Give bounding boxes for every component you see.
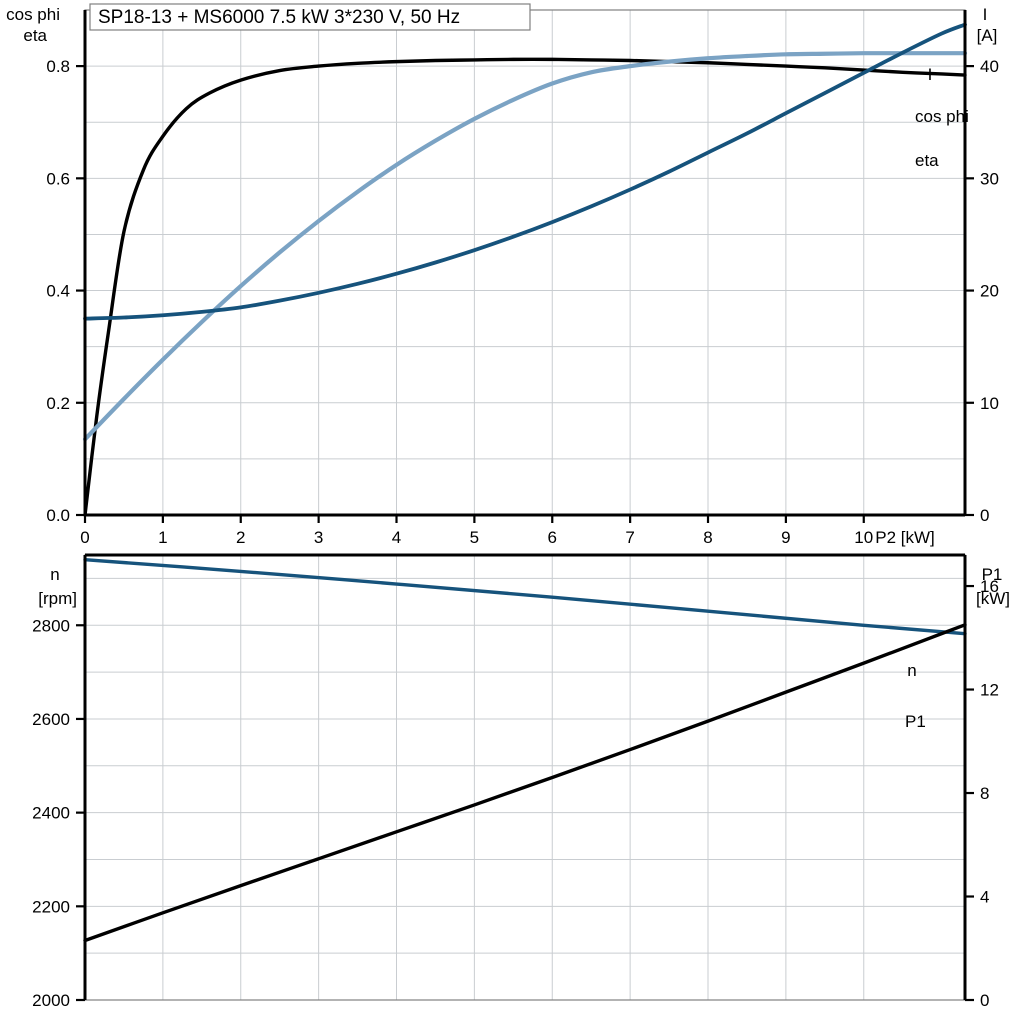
bottom-plot-background [85,555,965,1000]
top-left-axis-title-line2: eta [23,26,47,45]
top-x-tick-label: 3 [314,528,323,547]
bottom-left-tick-label: 2200 [32,897,70,916]
curve-cos-phi [82,51,968,442]
top-right-tick-label: 30 [980,169,999,188]
top-x-tick-label: 4 [392,528,401,547]
curve-label-current: I [928,65,933,84]
top-x-tick-label: 2 [236,528,245,547]
top-right-tick-label: 0 [980,506,989,525]
top-x-tick-label: 9 [781,528,790,547]
bottom-left-tick-label: 2800 [32,616,70,635]
curve-p1 [83,623,967,943]
bottom-left-axis-title-line1: n [50,565,59,584]
top-x-tick-label: 0 [80,528,89,547]
top-right-tick-label: 10 [980,394,999,413]
chart-title-box [89,3,531,31]
bottom-left-axis-title-line2: [rpm] [38,589,77,608]
curve-label-cos-phi: cos phi [915,107,969,126]
top-x-tick-label: 6 [548,528,557,547]
top-left-tick-label: 0.2 [46,394,70,413]
curve-speed [83,557,967,636]
bottom-left-tick-label: 2400 [32,804,70,823]
curve-label-eta: eta [915,151,939,170]
top-left-axis-title-line1: cos phi [6,5,60,24]
bottom-left-tick-label: 2600 [32,710,70,729]
bottom-right-tick-label: 0 [980,991,989,1010]
curve-label-speed: n [907,661,916,680]
top-right-axis-title-line2: [A] [977,26,998,45]
curve-label-p1: P1 [905,712,926,731]
bottom-right-axis-title-line2: [kW] [976,589,1010,608]
top-x-tick-label: 5 [470,528,479,547]
top-x-axis-title: P2 [kW] [875,528,935,547]
top-left-tick-label: 0.4 [46,282,70,301]
curve-eta [83,57,967,517]
bottom-right-tick-label: 16 [980,577,999,596]
bottom-right-tick-label: 8 [980,784,989,803]
bottom-right-axis-title-line1: P1 [982,565,1003,584]
top-right-axis-title-line1: I [983,5,988,24]
bottom-right-tick-label: 12 [980,681,999,700]
top-left-tick-label: 0.0 [46,506,70,525]
top-right-tick-label: 40 [980,57,999,76]
top-left-tick-label: 0.8 [46,57,70,76]
top-right-tick-label: 20 [980,282,999,301]
top-plot-background [85,10,965,515]
bottom-left-tick-label: 2000 [32,991,70,1010]
top-x-tick-label: 7 [625,528,634,547]
bottom-right-tick-label: 4 [980,888,989,907]
top-x-tick-label: 8 [703,528,712,547]
top-left-tick-label: 0.6 [46,169,70,188]
chart-title: SP18-13 + MS6000 7.5 kW 3*230 V, 50 Hz [98,7,460,28]
top-x-tick-label: 10 [854,528,873,547]
top-x-tick-label: 1 [158,528,167,547]
curve-current [83,22,967,321]
